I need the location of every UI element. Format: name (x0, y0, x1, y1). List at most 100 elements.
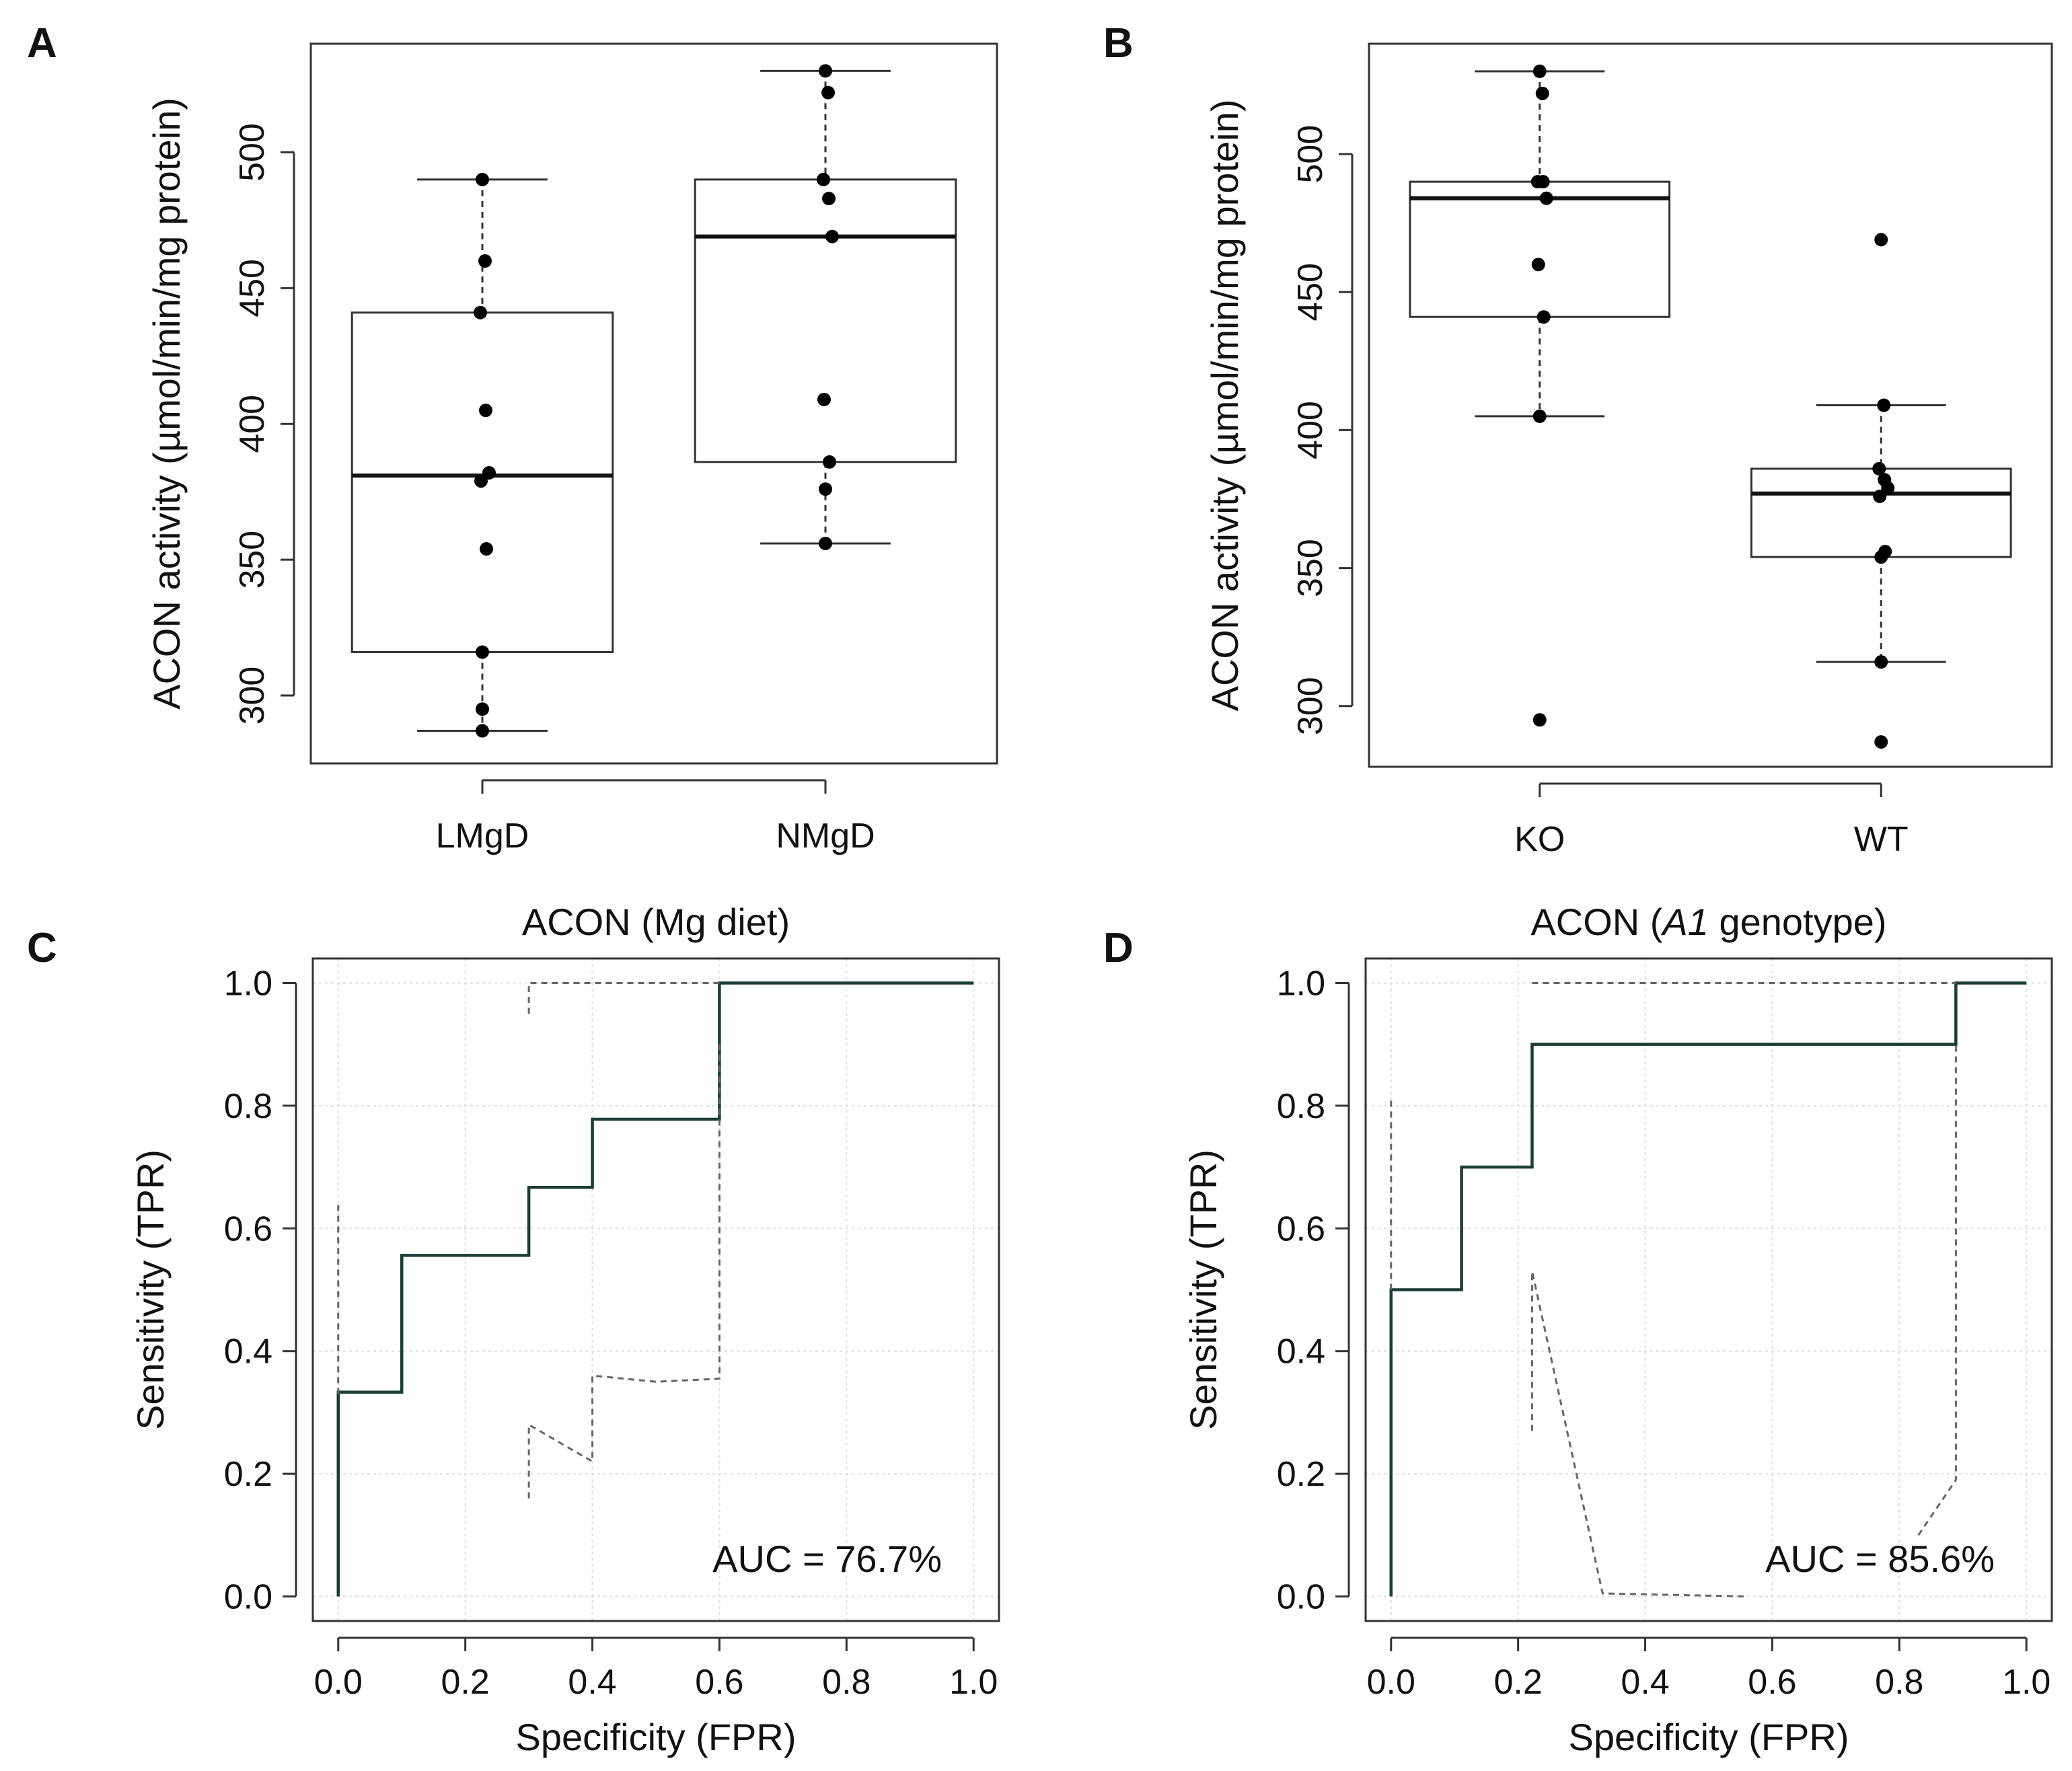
y-axis-title: Sensitivity (TPR) (129, 1150, 172, 1430)
y-tick-label: 0.4 (1277, 1332, 1325, 1371)
data-point (476, 172, 489, 186)
y-tick-label: 0.6 (224, 1209, 272, 1248)
y-axis-title: Sensitivity (TPR) (1182, 1150, 1224, 1430)
y-tick-label: 0.4 (224, 1332, 272, 1371)
y-tick-label: 1.0 (1277, 964, 1325, 1003)
roc-curve (1389, 981, 2027, 1597)
x-tick-label: 0.2 (1494, 1663, 1543, 1702)
x-tick-label: 0.0 (314, 1663, 363, 1702)
panel-letter-d: D (1103, 925, 1134, 971)
y-tick-label: 500 (233, 123, 272, 182)
plot-frame (1368, 42, 2053, 768)
box-iqr (1409, 180, 1671, 318)
y-tick-label: 500 (1291, 125, 1330, 184)
data-point (823, 455, 836, 469)
panel-d-roc-plot: 0.0 0.2 0.4 0.6 0.8 1.0 0.0 0.2 0.4 0.6 0.8 1.0 Spec… (1182, 901, 2053, 1758)
x-tick-label: 0.6 (695, 1663, 743, 1702)
plot-title-part: A1 (1660, 901, 1709, 943)
x-tick-label: NMgD (776, 817, 875, 856)
plot-title-part: ACON ( (1530, 901, 1662, 943)
plot-title-part: genotype) (1709, 901, 1887, 943)
data-point (822, 192, 836, 206)
data-point (1531, 258, 1545, 272)
plot-title: ACON (A1 genotype) (1530, 901, 1886, 943)
y-tick-label: 1.0 (224, 964, 272, 1003)
confidence-bound-line (1530, 1271, 1747, 1598)
x-tick-label: WT (1854, 820, 1909, 859)
data-point (1881, 481, 1895, 495)
y-tick-label: 0.0 (1277, 1578, 1325, 1617)
data-point (474, 305, 487, 319)
data-point (1532, 409, 1547, 423)
x-axis-title: Specificity (FPR) (1569, 1716, 1849, 1758)
confidence-bound-line (527, 981, 720, 1014)
data-point (1532, 713, 1547, 727)
data-point (478, 254, 492, 268)
y-tick-label: 350 (1291, 539, 1330, 597)
y-tick-label: 0.8 (1277, 1087, 1325, 1126)
data-point (476, 724, 489, 738)
data-point (819, 482, 832, 496)
data-point (1874, 233, 1888, 247)
plot-frame (1364, 957, 2053, 1622)
data-point (819, 536, 832, 550)
panel-c-roc-plot: 0.0 0.2 0.4 0.6 0.8 1.0 0.0 0.2 0.4 0.6 0.8 1.0 Spec… (129, 901, 1000, 1758)
x-tick-label: 1.0 (949, 1663, 998, 1702)
data-point (1877, 398, 1891, 412)
data-point (480, 542, 493, 556)
x-tick-label: 1.0 (2002, 1663, 2050, 1702)
data-point (817, 172, 830, 186)
y-tick-label: 0.2 (1277, 1455, 1325, 1494)
y-tick-label: 400 (233, 395, 272, 453)
x-tick-label: 0.0 (1367, 1663, 1415, 1702)
auc-annotation: AUC = 76.7% (712, 1538, 942, 1580)
data-point (1874, 735, 1888, 749)
x-tick-label: 0.4 (1621, 1663, 1669, 1702)
y-tick-label: 300 (1291, 677, 1330, 735)
data-point (1532, 65, 1547, 79)
data-point (476, 702, 489, 716)
roc-curve (336, 981, 974, 1597)
y-tick-label: 400 (1291, 401, 1330, 459)
panel-letter-c: C (27, 925, 57, 971)
data-point (825, 229, 839, 243)
panel-a-boxplot: 300 350 400 450 500 LMgD NMgD ACON activity (µm… (145, 42, 998, 856)
data-point (1539, 191, 1553, 205)
y-axis-title: ACON activity (µmol/min/mg protein) (145, 98, 188, 710)
data-point (1537, 310, 1551, 324)
y-axis-title: ACON activity (µmol/min/mg protein) (1204, 100, 1246, 712)
data-point (1536, 175, 1550, 189)
x-tick-label: 0.4 (568, 1663, 616, 1702)
data-point (1873, 489, 1887, 503)
auc-annotation: AUC = 85.6% (1765, 1538, 1995, 1580)
x-tick-label: LMgD (436, 817, 529, 856)
data-point (817, 392, 831, 406)
data-point (821, 85, 835, 100)
confidence-bound-line (1917, 1044, 1957, 1536)
data-point (1535, 86, 1549, 100)
box-iqr (694, 178, 957, 463)
y-tick-label: 300 (233, 667, 272, 725)
data-point (479, 404, 492, 418)
y-tick-label: 350 (233, 531, 272, 589)
y-tick-label: 450 (233, 259, 272, 317)
confidence-bound-line (527, 1044, 720, 1499)
data-point (476, 645, 489, 659)
x-tick-label: 0.6 (1748, 1663, 1796, 1702)
panel-letter-a: A (27, 20, 57, 67)
x-tick-label: KO (1514, 820, 1565, 859)
x-tick-label: 0.8 (822, 1663, 871, 1702)
y-tick-label: 450 (1291, 263, 1330, 322)
data-point (819, 64, 832, 78)
plot-frame (309, 42, 998, 765)
plot-title: ACON (Mg diet) (522, 901, 790, 943)
data-point (1874, 655, 1888, 669)
y-tick-label: 0.2 (224, 1455, 272, 1494)
panel-letter-b: B (1103, 20, 1134, 67)
plot-frame (311, 957, 1000, 1622)
panel-b-boxplot: 300 350 400 450 500 KO WT ACON activity (µmol/m… (1204, 42, 2053, 859)
data-point (1872, 461, 1886, 476)
data-point (1874, 550, 1888, 564)
y-tick-label: 0.6 (1277, 1209, 1325, 1248)
